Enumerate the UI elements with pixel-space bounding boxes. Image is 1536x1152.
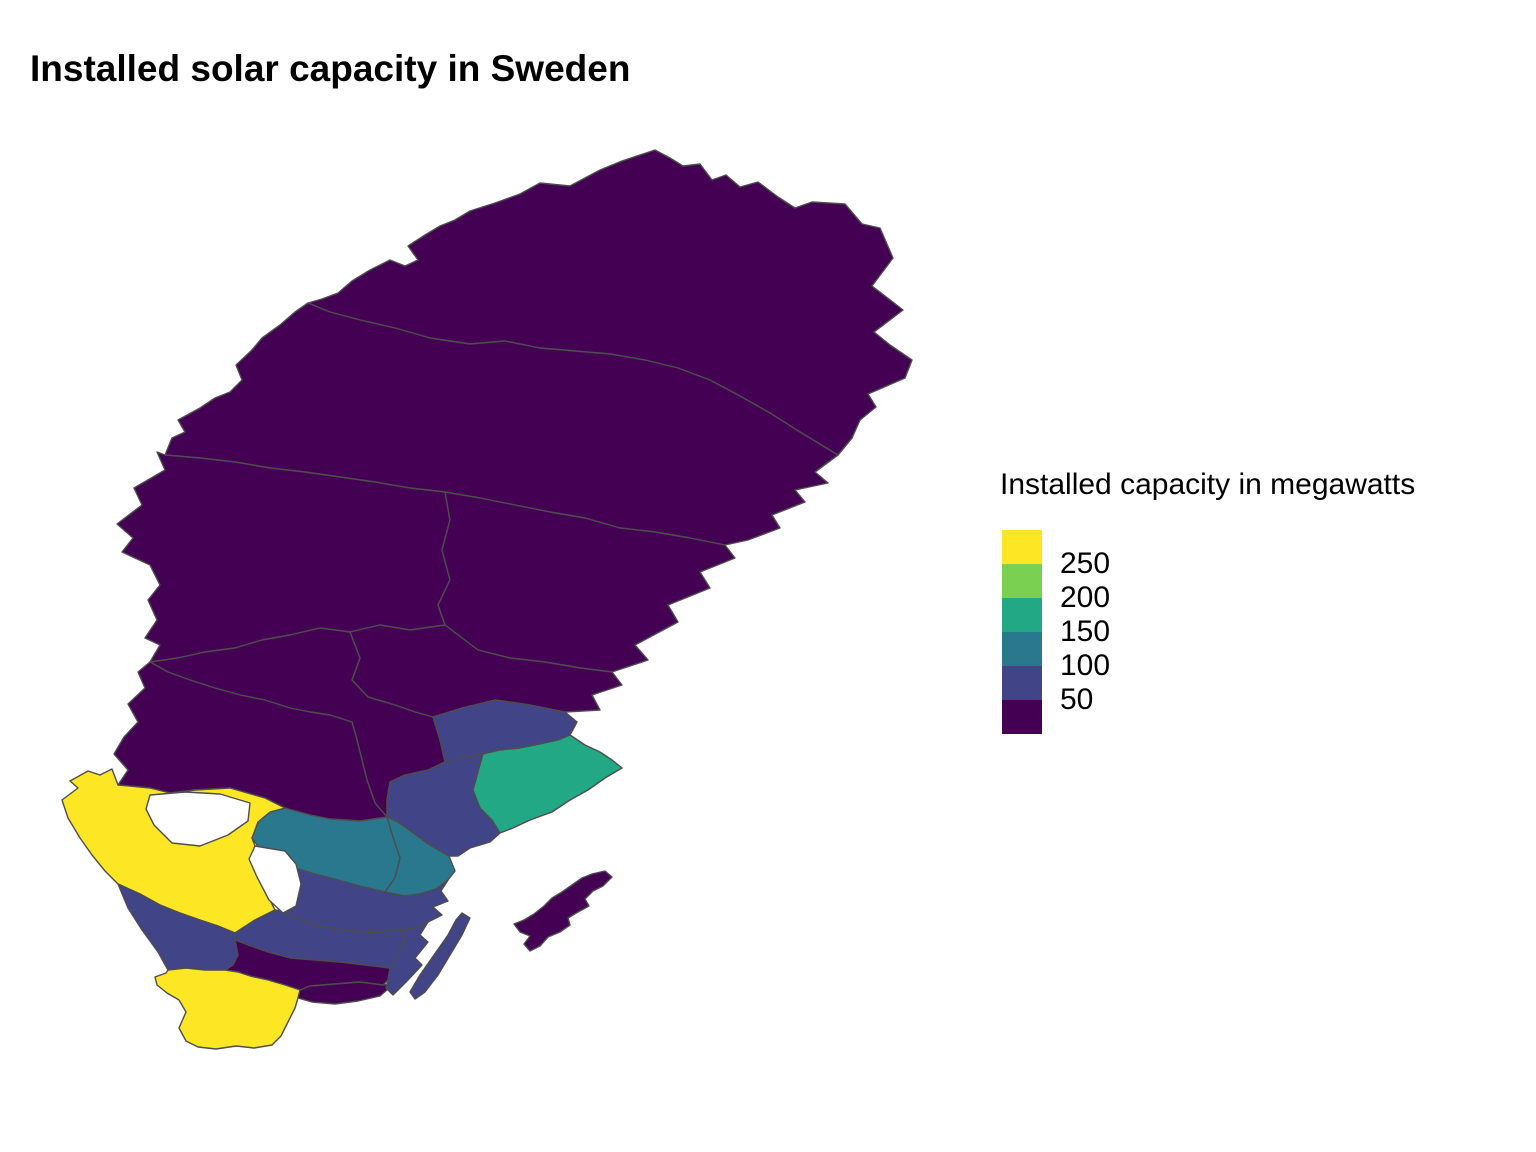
legend-tick-200: 200	[1060, 581, 1111, 614]
legend-swatch-150-200	[1002, 598, 1042, 632]
legend-tick-250: 250	[1060, 547, 1111, 580]
legend-tick-150: 150	[1060, 615, 1111, 648]
chart-title: Installed solar capacity in Sweden	[30, 48, 631, 89]
legend-swatch-100-150	[1002, 632, 1042, 666]
lake-vattern	[248, 845, 302, 914]
legend: Installed capacity in megawatts 250 200 …	[1000, 468, 1530, 734]
legend-swatch-50-100	[1002, 666, 1042, 700]
legend-swatch-200-250	[1002, 564, 1042, 598]
legend-tick-50: 50	[1060, 683, 1094, 716]
county-vasternorrland	[437, 491, 736, 673]
county-stockholm	[472, 734, 623, 834]
county-kalmar	[385, 921, 429, 996]
county-skane	[154, 967, 301, 1050]
legend-color-bar	[1002, 530, 1042, 734]
island-oland	[409, 912, 471, 1000]
legend-swatch-250-300	[1002, 530, 1042, 564]
lake-vanern	[145, 791, 251, 847]
legend-swatch-0-50	[1002, 700, 1042, 734]
legend-tick-100: 100	[1060, 649, 1111, 682]
county-gotland	[513, 870, 613, 952]
county-blekinge	[297, 981, 396, 1005]
legend-title: Installed capacity in megawatts	[1000, 468, 1416, 501]
